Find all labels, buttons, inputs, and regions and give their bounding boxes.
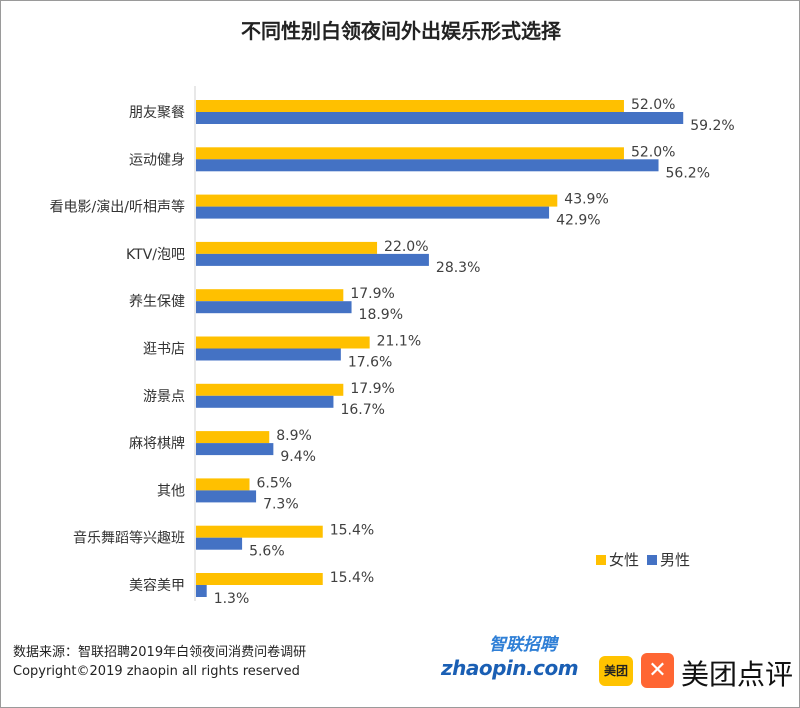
bar-male bbox=[196, 301, 352, 314]
bar-male bbox=[196, 112, 684, 124]
data-label: 5.6% bbox=[249, 544, 285, 560]
meituan-logo: 美团 bbox=[599, 656, 633, 686]
chart-title: 不同性别白领夜间外出娱乐形式选择 bbox=[241, 19, 561, 43]
category-label: 逛书店 bbox=[143, 342, 185, 358]
zhaopin-logo-en: zhaopin.com bbox=[441, 656, 579, 680]
bar-male bbox=[196, 253, 429, 266]
bar-male bbox=[196, 395, 334, 408]
bar-male bbox=[196, 490, 257, 503]
data-label: 7.3% bbox=[263, 496, 299, 512]
data-label: 6.5% bbox=[256, 475, 292, 491]
bar-male bbox=[196, 159, 659, 172]
data-label: 16.7% bbox=[340, 402, 384, 418]
category-label: 看电影/演出/听相声等 bbox=[50, 199, 185, 216]
bar-female bbox=[196, 573, 323, 585]
data-label: 18.9% bbox=[359, 307, 403, 323]
category-label: 运动健身 bbox=[129, 152, 185, 168]
data-label: 15.4% bbox=[330, 570, 374, 586]
dianping-icon: ✕ bbox=[641, 653, 674, 688]
data-label: 42.9% bbox=[556, 213, 600, 229]
dianping-logo: 美团点评 bbox=[681, 658, 794, 691]
data-label: 9.4% bbox=[280, 449, 316, 465]
bar-female bbox=[196, 336, 370, 349]
legend: 女性 男性 bbox=[596, 549, 690, 570]
bar-female bbox=[196, 241, 378, 254]
zhaopin-logo-cn: 智联招聘 bbox=[489, 635, 557, 655]
category-label: 美容美甲 bbox=[129, 577, 185, 594]
copyright: Copyright©2019 zhaopin all rights reserv… bbox=[13, 664, 300, 679]
category-label: 其他 bbox=[157, 483, 185, 499]
category-label: KTV/泡吧 bbox=[126, 247, 185, 263]
data-label: 56.2% bbox=[666, 165, 710, 181]
category-label: 音乐舞蹈等兴趣班 bbox=[73, 530, 185, 547]
data-label: 17.6% bbox=[348, 355, 392, 371]
bar-female bbox=[196, 289, 344, 302]
source-note: 数据来源：智联招聘2019年白领夜间消费问卷调研 bbox=[13, 645, 307, 660]
data-label: 17.9% bbox=[350, 286, 394, 302]
zhaopin-logo: 智联招聘 zhaopin.com bbox=[441, 635, 591, 680]
bar-female bbox=[196, 525, 323, 538]
data-label: 1.3% bbox=[214, 591, 250, 607]
data-label: 21.1% bbox=[377, 334, 421, 350]
bar-female bbox=[196, 100, 624, 112]
category-label: 游景点 bbox=[143, 389, 185, 405]
data-label: 17.9% bbox=[350, 381, 394, 397]
footer: 数据来源：智联招聘2019年白领夜间消费问卷调研 Copyright©2019 … bbox=[13, 643, 306, 681]
data-label: 28.3% bbox=[436, 260, 480, 276]
bar-female bbox=[196, 431, 270, 444]
category-label: 麻将棋牌 bbox=[129, 435, 185, 452]
bar-male bbox=[196, 443, 274, 456]
bar-male bbox=[196, 206, 550, 219]
data-label: 8.9% bbox=[276, 428, 312, 444]
data-label: 52.0% bbox=[631, 97, 675, 113]
legend-item-female: 女性 bbox=[596, 549, 639, 570]
data-label: 22.0% bbox=[384, 239, 428, 255]
bar-male bbox=[196, 537, 243, 550]
bar-chart: 朋友聚餐 52.0% 59.2% 运动健身 52.0% 56.2% 看电影/演出/听相声等 4… bbox=[50, 86, 735, 607]
bar-female bbox=[196, 147, 624, 160]
legend-item-male: 男性 bbox=[647, 549, 690, 570]
bar-female bbox=[196, 194, 558, 207]
bar-female bbox=[196, 478, 250, 491]
category-label: 朋友聚餐 bbox=[129, 105, 185, 121]
bar-male bbox=[196, 348, 341, 361]
bar-male bbox=[196, 585, 207, 597]
category-label: 养生保健 bbox=[129, 294, 185, 310]
bar-female bbox=[196, 383, 344, 396]
data-label: 15.4% bbox=[330, 523, 374, 539]
data-label: 43.9% bbox=[564, 192, 608, 208]
data-label: 52.0% bbox=[631, 144, 675, 160]
data-label: 59.2% bbox=[690, 118, 734, 134]
